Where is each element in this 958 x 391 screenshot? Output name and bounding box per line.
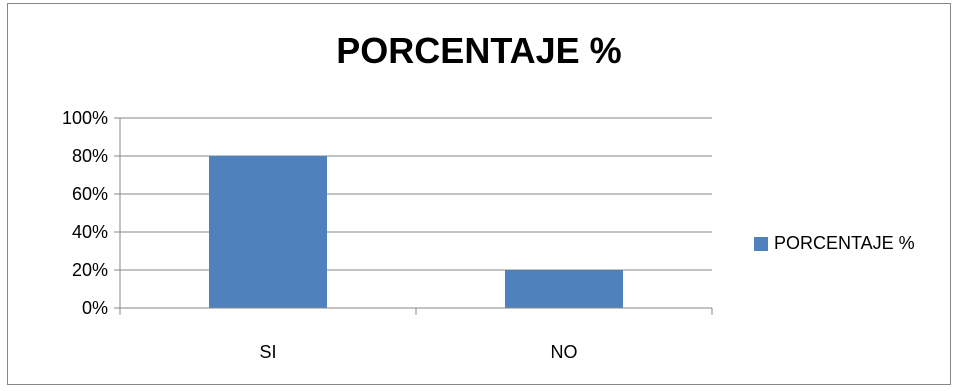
y-tick-label: 20% (72, 260, 108, 280)
y-tick-label: 40% (72, 222, 108, 242)
legend-swatch (754, 236, 768, 251)
y-tick-label: 80% (72, 146, 108, 166)
bar-no (505, 270, 623, 308)
x-tick-label: SI (259, 342, 276, 362)
legend-label: PORCENTAJE % (774, 233, 915, 253)
x-tick-label: NO (551, 342, 578, 362)
y-tick-label: 0% (82, 298, 108, 318)
y-tick-label: 60% (72, 184, 108, 204)
chart-title: PORCENTAJE % (336, 30, 622, 71)
legend: PORCENTAJE % (754, 233, 915, 254)
y-tick-label: 100% (62, 108, 108, 128)
bar-si (209, 156, 327, 308)
